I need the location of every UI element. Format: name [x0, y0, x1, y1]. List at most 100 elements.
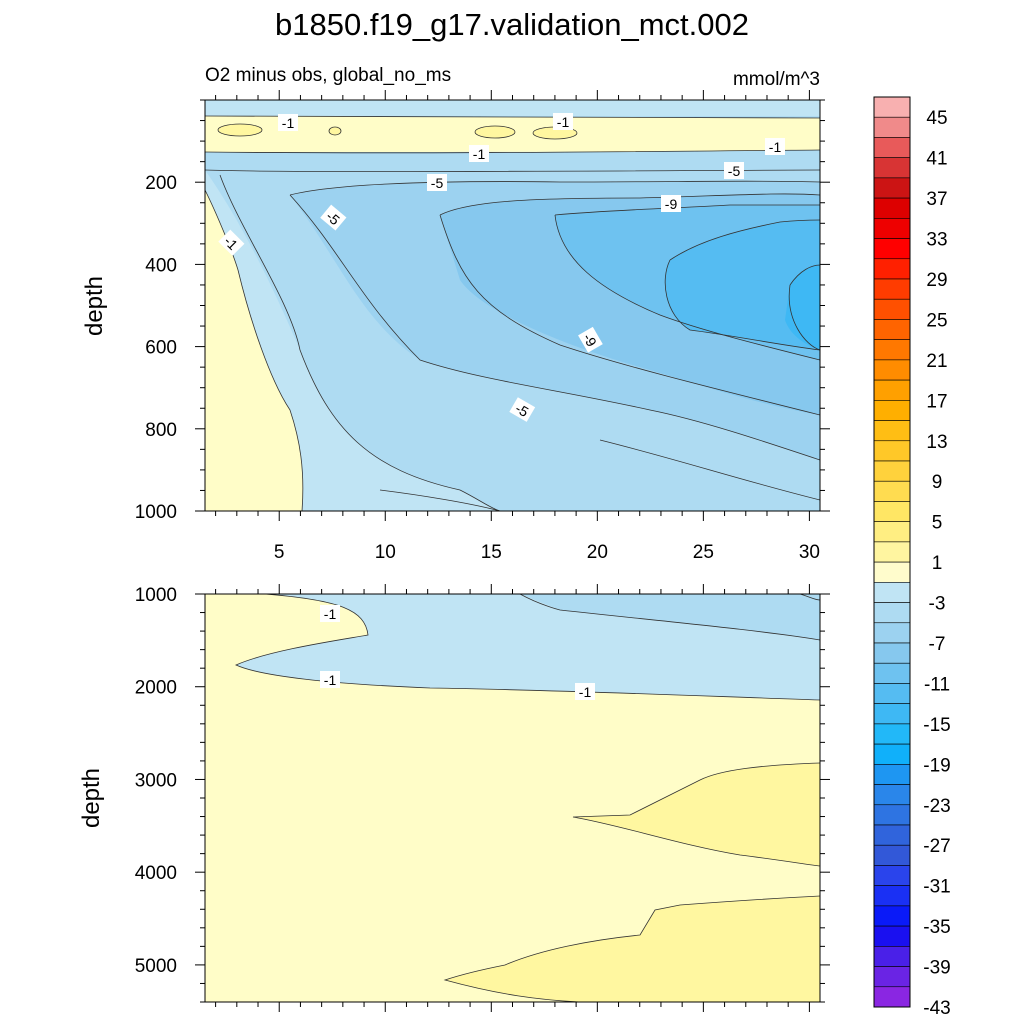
svg-text:-1: -1 — [557, 114, 570, 130]
svg-text:-9: -9 — [665, 196, 678, 212]
bottom-y-tick-label: 5000 — [135, 956, 177, 977]
colorbar-swatch — [873, 986, 911, 1008]
svg-text:-1: -1 — [324, 672, 337, 688]
colorbar-swatch — [873, 683, 911, 704]
top-contour-labels: -1 -1 -1 -1 -1 -5 -5 -5 -9 -9 -5 — [218, 113, 785, 422]
colorbar-swatch — [873, 218, 911, 239]
contour-label: -9 — [661, 195, 681, 212]
contour-label: -1 — [469, 145, 489, 162]
colorbar-swatch — [873, 764, 911, 785]
colorbar-label: 33 — [926, 230, 947, 251]
bottom-y-tick-label: 2000 — [135, 678, 177, 699]
top-y-tick-label: 200 — [145, 173, 177, 194]
bottom-contour-fill — [205, 594, 820, 1002]
top-contour-lines — [205, 115, 820, 511]
contour-label: -1 — [553, 113, 573, 130]
colorbar-swatch — [873, 359, 911, 381]
colorbar-label: 9 — [932, 472, 943, 493]
colorbar-label: -23 — [923, 796, 950, 817]
bottom-contour-labels: -1 -1 -1 — [320, 605, 595, 700]
colorbar-label: 5 — [932, 513, 943, 534]
svg-text:-1: -1 — [324, 606, 337, 622]
colorbar-swatch — [873, 743, 911, 765]
contour-label: -5 — [320, 204, 347, 231]
colorbar-swatch — [873, 723, 911, 745]
colorbar-label: 21 — [926, 351, 947, 372]
bottom-y-axis: 1000 2000 3000 4000 5000 — [135, 585, 830, 1003]
colorbar-label: 41 — [926, 149, 947, 170]
colorbar-swatch — [873, 662, 911, 684]
contour-label: -5 — [427, 174, 447, 191]
colorbar-swatch — [873, 521, 911, 543]
colorbar-swatch — [873, 238, 911, 260]
top-x-axis: 5 10 15 20 25 30 — [215, 90, 820, 563]
contour-label: -1 — [218, 229, 245, 256]
top-y-axis: 200 400 600 800 1000 — [135, 99, 830, 523]
contour-label: -9 — [578, 326, 603, 353]
top-ylabel: depth — [81, 276, 108, 336]
colorbar-swatch — [873, 480, 911, 502]
contour-label: -1 — [320, 605, 340, 622]
top-x-tick-label: 20 — [587, 542, 608, 563]
top-contour-fill — [205, 100, 820, 511]
colorbar-swatch — [873, 622, 911, 644]
colorbar-label: -3 — [929, 594, 946, 615]
colorbar-label: 29 — [926, 270, 947, 291]
contour-label: -1 — [320, 671, 340, 688]
contour-label: -1 — [575, 683, 595, 700]
colorbar-swatch — [873, 905, 911, 927]
bottom-y-tick-label: 3000 — [135, 770, 177, 791]
colorbar-swatch — [873, 177, 911, 199]
top-panel: -1 -1-1 -1-1-5-5-5-9-9-5 2004006008001000 … — [81, 90, 830, 563]
bottom-y-tick-label: 4000 — [135, 863, 177, 884]
colorbar-label: 37 — [926, 189, 947, 210]
top-x-tick-label: 30 — [799, 542, 820, 563]
svg-text:-5: -5 — [728, 163, 741, 179]
contour-label: -1 — [765, 138, 785, 155]
colorbar-swatch — [873, 420, 911, 442]
colorbar-swatch — [873, 339, 911, 361]
svg-text:-1: -1 — [579, 684, 592, 700]
colorbar-label: -11 — [924, 674, 950, 695]
colorbar-swatch — [873, 501, 911, 522]
colorbar-swatch — [873, 865, 911, 886]
colorbar-label: 13 — [926, 432, 947, 453]
colorbar-swatch — [873, 460, 911, 482]
colorbar-swatch — [873, 157, 911, 179]
contour-label: -1 — [278, 114, 298, 131]
colorbar-swatch — [873, 400, 911, 421]
colorbar-label: -31 — [923, 877, 950, 898]
colorbar-label: 1 — [932, 553, 943, 574]
top-x-tick-label: 5 — [274, 542, 285, 563]
colorbar-label: -27 — [923, 836, 950, 857]
colorbar-swatch — [873, 946, 911, 967]
bottom-y-tick-label: 1000 — [135, 585, 177, 606]
bottom-x-axis — [215, 584, 810, 1012]
colorbar-swatch — [873, 116, 911, 138]
colorbar-swatch — [873, 379, 911, 401]
colorbar-swatch — [873, 298, 911, 320]
colorbar-label: 25 — [926, 310, 947, 331]
colorbar: 45 41 37 33 29 25 21 17 13 9 5 1 -3 -7 -11 -15 -19 -23 -27… — [873, 96, 951, 1019]
colorbar-swatch — [873, 278, 911, 300]
colorbar-swatch — [873, 440, 911, 462]
colorbar-label: 17 — [926, 391, 947, 412]
colorbar-label: -7 — [929, 634, 946, 655]
colorbar-swatch — [873, 541, 911, 563]
svg-text:-1: -1 — [282, 115, 295, 131]
colorbar-swatch — [873, 966, 911, 988]
bottom-panel: -1 -1 -1 1000 2000 3000 4000 5000 depth — [78, 584, 830, 1012]
top-y-tick-label: 600 — [145, 338, 177, 359]
colorbar-swatch — [873, 784, 911, 806]
top-x-tick-label: 15 — [481, 542, 502, 563]
top-x-tick-label: 25 — [693, 542, 714, 563]
colorbar-swatch — [873, 885, 911, 907]
colorbar-swatch — [873, 824, 911, 846]
svg-text:-5: -5 — [431, 175, 444, 191]
colorbar-swatch — [873, 258, 911, 280]
colorbar-swatch — [873, 804, 911, 826]
colorbar-label: -35 — [923, 917, 950, 938]
colorbar-swatch — [873, 137, 911, 158]
colorbar-swatch — [873, 582, 911, 603]
